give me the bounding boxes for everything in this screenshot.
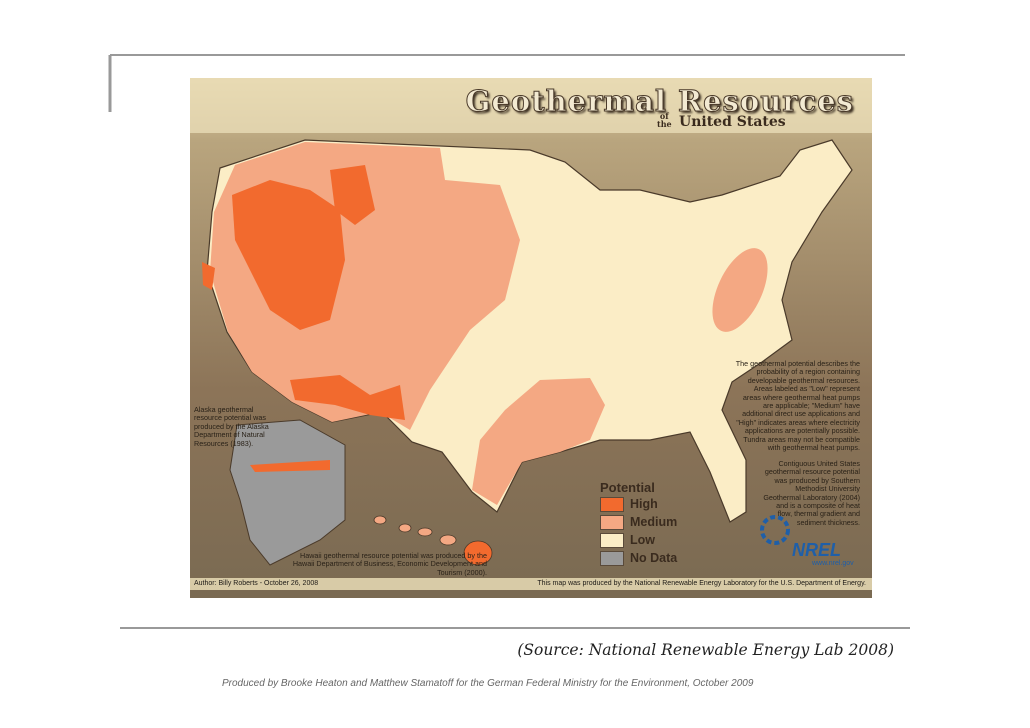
note-potential: The geothermal potential describes the p… bbox=[735, 359, 860, 453]
footer-band bbox=[190, 578, 872, 590]
us-map bbox=[202, 139, 853, 566]
legend-title: Potential bbox=[600, 480, 655, 495]
subtitle-of: of bbox=[659, 111, 669, 121]
title-band bbox=[190, 78, 872, 133]
note-contiguous: Contiguous United States geothermal reso… bbox=[763, 459, 860, 527]
legend: Potential High Medium Low No Data bbox=[600, 480, 677, 567]
note-hawaii: Hawaii geothermal resource potential was… bbox=[292, 551, 487, 577]
source: (Source: National Renewable Energy Lab 2… bbox=[517, 641, 894, 659]
map-subtitle-of: of the bbox=[657, 112, 672, 128]
legend-label: Medium bbox=[630, 515, 678, 529]
credit: Produced by Brooke Heaton and Matthew St… bbox=[222, 678, 754, 689]
map-author: Author: Billy Roberts - October 26, 2008 bbox=[194, 580, 319, 587]
legend-label: High bbox=[630, 497, 658, 511]
note-alaska: Alaska geothermal resource potential was… bbox=[194, 405, 269, 448]
high-yellowstone bbox=[330, 165, 375, 225]
logo-url: www.nrel.gov bbox=[812, 560, 854, 567]
nrel-logo-mark bbox=[760, 515, 790, 545]
hawaii bbox=[373, 515, 493, 566]
high-great-basin bbox=[232, 180, 345, 330]
high-southwest bbox=[290, 375, 405, 420]
legend-item: High bbox=[600, 495, 677, 513]
subtitle-the: the bbox=[657, 119, 672, 129]
geothermal-map: Geothermal Resources of the United State… bbox=[190, 78, 872, 598]
logo: NREL bbox=[792, 540, 841, 560]
legend-item: Low bbox=[600, 531, 677, 549]
map-title: Geothermal Resources bbox=[465, 84, 854, 119]
legend-label: No Data bbox=[630, 551, 678, 565]
medium-appalachia bbox=[712, 248, 768, 332]
medium-gulf bbox=[472, 378, 605, 505]
high-alaska bbox=[250, 460, 330, 472]
map-subtitle: United States bbox=[679, 114, 786, 130]
map-producer: This map was produced by the National Re… bbox=[537, 580, 866, 587]
legend-item: Medium bbox=[600, 513, 677, 531]
alaska bbox=[229, 419, 346, 566]
legend-label: Low bbox=[630, 533, 655, 547]
legend-item: No Data bbox=[600, 549, 677, 567]
map-graphic bbox=[190, 78, 872, 598]
high-geysers bbox=[202, 262, 215, 290]
